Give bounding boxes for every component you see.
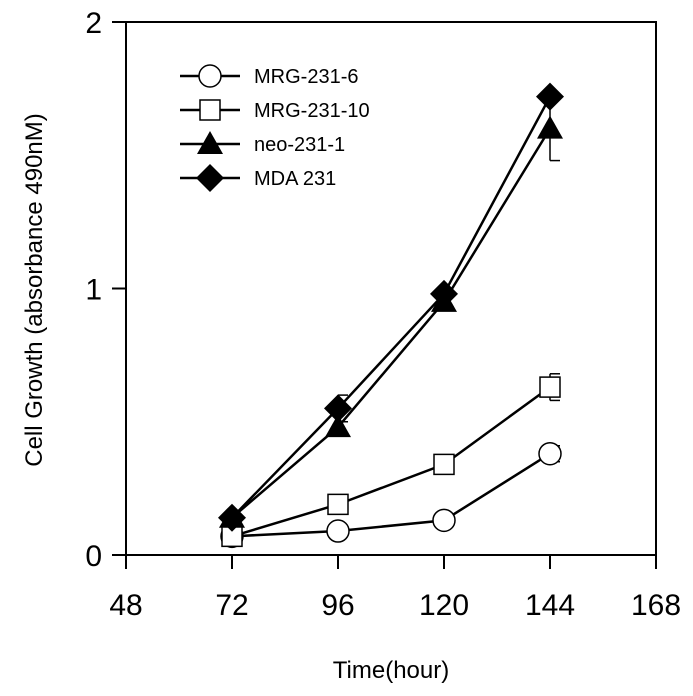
ticks: 48 72 96 120 144 168 0 1 2 bbox=[85, 7, 681, 622]
point-mrg-231-10 bbox=[327, 493, 349, 516]
x-tick-label: 168 bbox=[631, 589, 681, 622]
legend: MRG-231-6 MRG-231-10 neo-231-1 MDA 231 bbox=[180, 64, 370, 192]
series-line-mrg-231-6 bbox=[231, 452, 551, 538]
y-tick-label: 1 bbox=[85, 274, 102, 307]
point-mda-231 bbox=[430, 279, 458, 308]
series-markers bbox=[218, 82, 564, 549]
error-bars bbox=[337, 95, 560, 463]
series-lines bbox=[231, 96, 552, 538]
point-neo-231-1 bbox=[325, 414, 351, 438]
point-mda-231 bbox=[218, 503, 246, 532]
legend-marker-mrg-231-6 bbox=[198, 64, 222, 88]
y-axis-title: Cell Growth (absorbance 490nM) bbox=[21, 113, 48, 467]
legend-label-mrg-231-10: MRG-231-10 bbox=[254, 100, 370, 122]
x-tick-label: 72 bbox=[215, 589, 248, 622]
x-tick-label: 120 bbox=[419, 589, 469, 622]
legend-label-mrg-231-6: MRG-231-6 bbox=[254, 66, 358, 88]
point-mda-231 bbox=[324, 394, 352, 423]
y-tick-label: 2 bbox=[85, 7, 102, 40]
point-mrg-231-10 bbox=[539, 376, 561, 398]
series-line-neo-231-1 bbox=[231, 127, 552, 519]
point-mrg-231-6 bbox=[538, 441, 562, 466]
point-neo-231-1 bbox=[537, 115, 563, 139]
legend-label-neo-231-1: neo-231-1 bbox=[254, 134, 345, 156]
x-tick-label: 144 bbox=[525, 589, 575, 622]
legend-label-mda-231: MDA 231 bbox=[254, 168, 336, 190]
x-tick-label: 96 bbox=[321, 589, 354, 622]
point-mda-231 bbox=[536, 82, 564, 111]
point-mrg-231-6 bbox=[326, 519, 350, 543]
legend-marker-neo-231-1 bbox=[197, 131, 223, 154]
point-mrg-231-10 bbox=[433, 453, 455, 476]
series-line-mrg-231-10 bbox=[231, 386, 551, 538]
x-axis-title: Time(hour) bbox=[333, 657, 449, 684]
x-tick-label: 48 bbox=[109, 589, 142, 622]
series-line-mda-231 bbox=[231, 96, 552, 519]
point-mrg-231-6 bbox=[432, 508, 456, 533]
y-tick-label: 0 bbox=[85, 540, 102, 573]
legend-marker-mda-231 bbox=[196, 164, 224, 192]
legend-marker-mrg-231-10 bbox=[199, 99, 221, 121]
